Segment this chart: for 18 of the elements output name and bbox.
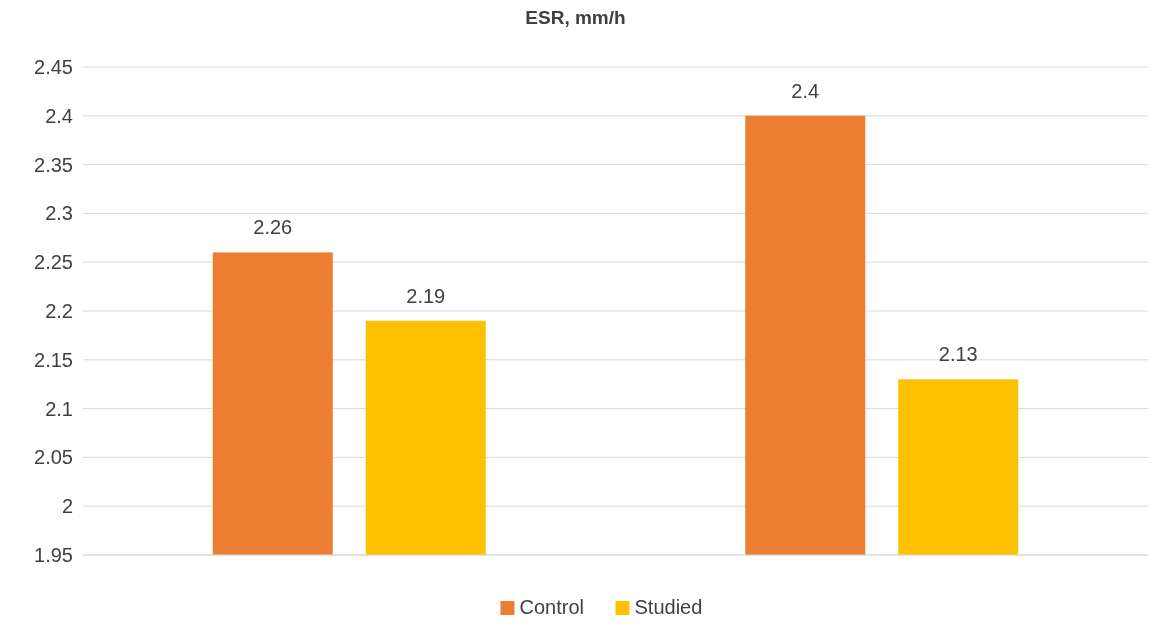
y-tick-label: 2.05 — [34, 446, 73, 469]
legend-label: Studied — [634, 596, 703, 618]
legend-label: Control — [519, 596, 584, 618]
y-tick-label: 1.95 — [34, 544, 73, 566]
y-tick-label: 2.2 — [45, 300, 73, 322]
y-tick-label: 2.45 — [34, 56, 73, 78]
y-tick-label: 2.3 — [45, 202, 73, 225]
y-tick-label: 2.25 — [34, 251, 73, 274]
data-label: 2.4 — [791, 79, 820, 102]
y-tick-label: 2.4 — [45, 104, 73, 127]
data-label: 2.26 — [253, 216, 293, 239]
y-tick-label: 2 — [61, 495, 73, 518]
data-label: 2.13 — [938, 343, 978, 366]
y-tick-label: 2.35 — [34, 153, 73, 176]
y-tick-label: 2.15 — [34, 348, 73, 371]
chart-title: ESR, mm/h — [525, 7, 626, 28]
data-label: 2.19 — [406, 284, 446, 307]
y-tick-label: 2.1 — [45, 397, 73, 420]
